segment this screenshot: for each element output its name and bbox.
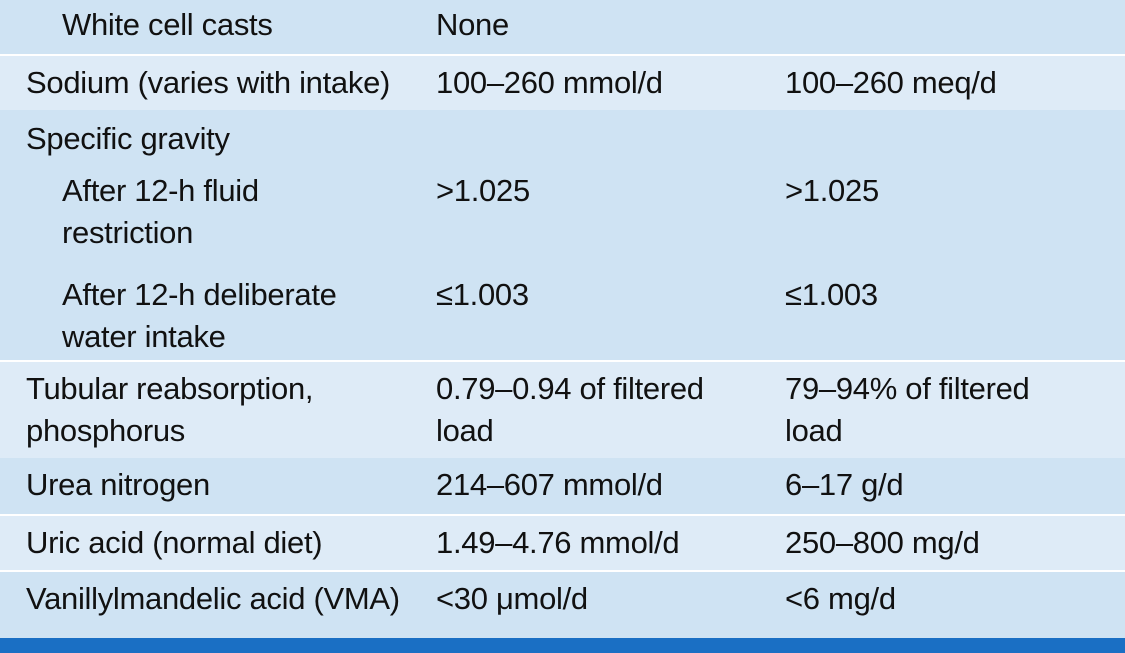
si-units-cell: >1.025 xyxy=(436,173,530,208)
conventional-units-cell: 6–17 g/d xyxy=(785,467,904,502)
si-units-cell: 1.49–4.76 mmol/d xyxy=(436,525,680,560)
conventional-units-cell: 79–94% of filtered load xyxy=(785,371,1030,448)
si-units-cell: <30 μmol/d xyxy=(436,581,588,616)
table-row: After 12-h deliberate water intake ≤1.00… xyxy=(0,270,1125,362)
conventional-units-cell: <6 mg/d xyxy=(785,581,896,616)
si-units-cell: ≤1.003 xyxy=(436,277,529,312)
conventional-units-cell: ≤1.003 xyxy=(785,277,878,312)
table-row: Uric acid (normal diet) 1.49–4.76 mmol/d… xyxy=(0,516,1125,572)
conventional-units-cell: 250–800 mg/d xyxy=(785,525,980,560)
table-row: White cell casts None xyxy=(0,0,1125,56)
test-name-cell: Uric acid (normal diet) xyxy=(26,525,323,560)
si-units-cell: None xyxy=(436,7,509,42)
table-row: After 12-h fluid restriction >1.025 >1.0… xyxy=(0,166,1125,270)
test-name-cell: Urea nitrogen xyxy=(26,467,210,502)
table-row: Tubular reabsorption, phosphorus 0.79–0.… xyxy=(0,362,1125,458)
table-bottom-rule xyxy=(0,638,1125,653)
table-row: Urea nitrogen 214–607 mmol/d 6–17 g/d xyxy=(0,458,1125,516)
test-name-cell: Tubular reabsorption, phosphorus xyxy=(26,371,314,448)
test-name-cell: Sodium (varies with intake) xyxy=(26,65,391,100)
si-units-cell: 100–260 mmol/d xyxy=(436,65,663,100)
test-name-cell: After 12-h deliberate water intake xyxy=(62,277,337,354)
table-row: Vanillylmandelic acid (VMA) <30 μmol/d <… xyxy=(0,572,1125,638)
conventional-units-cell: >1.025 xyxy=(785,173,879,208)
conventional-units-cell: 100–260 meq/d xyxy=(785,65,997,100)
test-name-cell: White cell casts xyxy=(62,7,273,42)
test-name-cell: After 12-h fluid restriction xyxy=(62,173,259,250)
table-row: Sodium (varies with intake) 100–260 mmol… xyxy=(0,56,1125,110)
si-units-cell: 214–607 mmol/d xyxy=(436,467,663,502)
si-units-cell: 0.79–0.94 of filtered load xyxy=(436,371,704,448)
table-row: Specific gravity xyxy=(0,110,1125,166)
test-name-cell: Specific gravity xyxy=(26,121,230,156)
test-name-cell: Vanillylmandelic acid (VMA) xyxy=(26,581,400,616)
